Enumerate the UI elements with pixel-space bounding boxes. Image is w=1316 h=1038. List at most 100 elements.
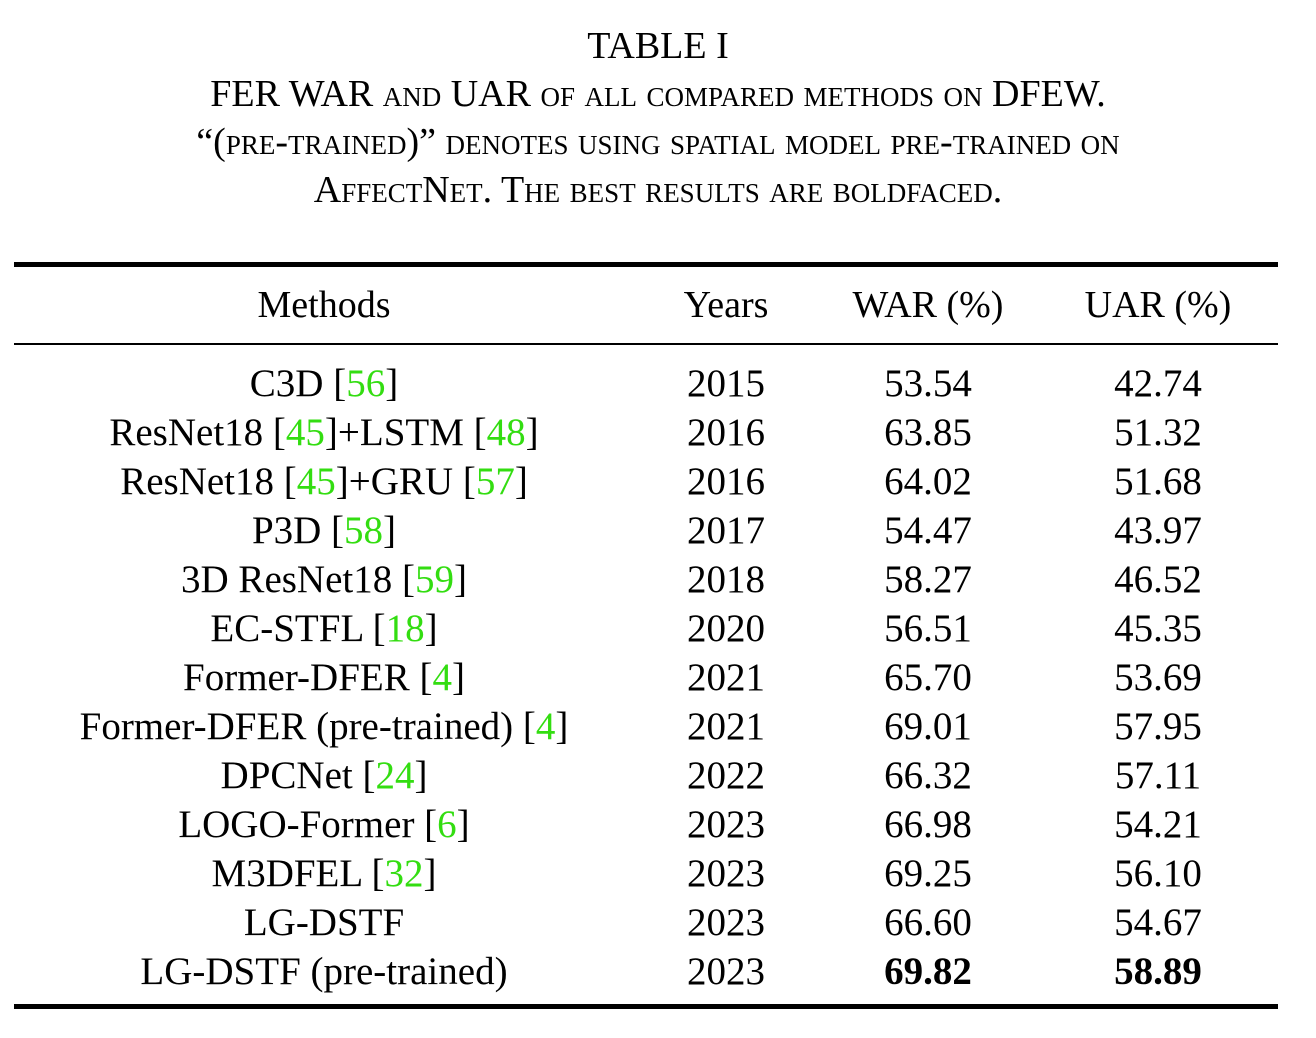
method-text: LOGO-Former [ bbox=[178, 803, 438, 846]
year-cell: 2023 bbox=[687, 950, 765, 993]
method-text: ] bbox=[423, 852, 437, 895]
method-text: ] bbox=[514, 460, 528, 503]
citation-link[interactable]: 58 bbox=[344, 509, 384, 552]
method-cell: C3D [56] bbox=[14, 345, 634, 408]
citation-link[interactable]: 4 bbox=[432, 656, 452, 699]
uar-cell: 54.67 bbox=[1114, 901, 1202, 944]
method-text: DPCNet [ bbox=[220, 754, 376, 797]
uar-cell: 51.68 bbox=[1114, 460, 1202, 503]
caption-text: . The best results are boldfaced. bbox=[482, 169, 1003, 211]
uar-cell: 58.89 bbox=[1114, 950, 1202, 993]
citation-link[interactable]: 59 bbox=[414, 558, 454, 601]
war-cell: 65.70 bbox=[884, 656, 972, 699]
citation-link[interactable]: 45 bbox=[285, 411, 325, 454]
results-table: Methods Years WAR (%) UAR (%) C3D [56] 20… bbox=[14, 262, 1278, 1009]
method-text: 3D ResNet18 [ bbox=[181, 558, 415, 601]
war-cell: 64.02 bbox=[884, 460, 972, 503]
war-cell: 66.32 bbox=[884, 754, 972, 797]
header-row: Methods Years WAR (%) UAR (%) bbox=[14, 267, 1278, 343]
war-cell: 66.98 bbox=[884, 803, 972, 846]
method-text: ] bbox=[525, 411, 539, 454]
comparison-table: Methods Years WAR (%) UAR (%) bbox=[14, 267, 1278, 343]
method-text: Former-DFER (pre-trained) [ bbox=[79, 705, 536, 748]
method-text: EC-STFL [ bbox=[210, 607, 386, 650]
caption-line-3: AffectNet. The best results are boldface… bbox=[0, 166, 1316, 214]
caption-text: FER WAR bbox=[210, 73, 383, 115]
method-cell: M3DFEL [32] bbox=[14, 849, 634, 898]
method-text: ] bbox=[453, 558, 467, 601]
method-cell: LG-DSTF (pre-trained) bbox=[14, 947, 634, 1004]
method-text: ] bbox=[555, 705, 569, 748]
war-cell: 53.54 bbox=[884, 362, 972, 405]
year-cell: 2023 bbox=[687, 803, 765, 846]
header-years: Years bbox=[683, 284, 769, 326]
uar-cell: 46.52 bbox=[1114, 558, 1202, 601]
table-row: DPCNet [24] 2022 66.32 57.11 bbox=[14, 751, 1278, 800]
caption-text: and bbox=[382, 73, 442, 115]
year-cell: 2023 bbox=[687, 901, 765, 944]
war-cell: 54.47 bbox=[884, 509, 972, 552]
table-label: TABLE I bbox=[587, 25, 729, 67]
table-caption: TABLE I FER WAR and UAR of all compared … bbox=[0, 22, 1316, 214]
table-row: Former-DFER (pre-trained) [4] 2021 69.01 57… bbox=[14, 702, 1278, 751]
method-text: ] bbox=[385, 362, 399, 405]
table-row: ResNet18 [45]+GRU [57] 2016 64.02 51.68 bbox=[14, 457, 1278, 506]
uar-cell: 45.35 bbox=[1114, 607, 1202, 650]
year-cell: 2016 bbox=[687, 411, 765, 454]
war-cell: 66.60 bbox=[884, 901, 972, 944]
header-war: WAR (%) bbox=[852, 284, 1004, 326]
table-row: EC-STFL [18] 2020 56.51 45.35 bbox=[14, 604, 1278, 653]
citation-link[interactable]: 4 bbox=[535, 705, 556, 748]
citation-link[interactable]: 18 bbox=[385, 607, 425, 650]
citation-link[interactable]: 48 bbox=[486, 411, 526, 454]
year-cell: 2015 bbox=[687, 362, 765, 405]
year-cell: 2020 bbox=[687, 607, 765, 650]
method-cell: 3D ResNet18 [59] bbox=[14, 555, 634, 604]
citation-link[interactable]: 57 bbox=[475, 460, 515, 503]
citation-link[interactable]: 32 bbox=[384, 852, 424, 895]
method-text: C3D [ bbox=[249, 362, 347, 405]
method-cell: ResNet18 [45]+GRU [57] bbox=[14, 457, 634, 506]
uar-cell: 42.74 bbox=[1114, 362, 1202, 405]
method-cell: Former-DFER (pre-trained) [4] bbox=[14, 702, 634, 751]
citation-link[interactable]: 56 bbox=[346, 362, 386, 405]
uar-cell: 43.97 bbox=[1114, 509, 1202, 552]
uar-cell: 51.32 bbox=[1114, 411, 1202, 454]
war-cell: 63.85 bbox=[884, 411, 972, 454]
method-cell: DPCNet [24] bbox=[14, 751, 634, 800]
method-cell: ResNet18 [45]+LSTM [48] bbox=[14, 408, 634, 457]
caption-line-2: “(pre-trained)” denotes using spatial mo… bbox=[0, 118, 1316, 166]
year-cell: 2021 bbox=[687, 705, 765, 748]
method-cell: EC-STFL [18] bbox=[14, 604, 634, 653]
year-cell: 2021 bbox=[687, 656, 765, 699]
caption-text: )” bbox=[406, 121, 437, 163]
caption-text: pre-trained bbox=[225, 121, 407, 163]
method-text: ResNet18 [ bbox=[109, 411, 286, 454]
uar-cell: 57.11 bbox=[1114, 754, 1202, 797]
year-cell: 2016 bbox=[687, 460, 765, 503]
year-cell: 2018 bbox=[687, 558, 765, 601]
uar-cell: 56.10 bbox=[1114, 852, 1202, 895]
method-text: ] bbox=[424, 607, 438, 650]
war-cell: 69.82 bbox=[884, 950, 972, 993]
header-methods: Methods bbox=[257, 284, 391, 326]
table-row: LG-DSTF (pre-trained) 2023 69.82 58.89 bbox=[14, 947, 1278, 1004]
method-cell: Former-DFER [4] bbox=[14, 653, 634, 702]
caption-text: of all compared methods on bbox=[540, 73, 983, 115]
caption-text: denotes using spatial model pre-trained … bbox=[436, 121, 1120, 163]
table-row: P3D [58] 2017 54.47 43.97 bbox=[14, 506, 1278, 555]
header-uar: UAR (%) bbox=[1084, 284, 1232, 326]
uar-cell: 53.69 bbox=[1114, 656, 1202, 699]
mid-rule bbox=[14, 343, 1278, 345]
method-text: M3DFEL [ bbox=[211, 852, 385, 895]
method-cell: LG-DSTF bbox=[14, 898, 634, 947]
method-text: ResNet18 [ bbox=[120, 460, 297, 503]
citation-link[interactable]: 45 bbox=[296, 460, 336, 503]
table-row: M3DFEL [32] 2023 69.25 56.10 bbox=[14, 849, 1278, 898]
citation-link[interactable]: 6 bbox=[437, 803, 457, 846]
war-cell: 56.51 bbox=[884, 607, 972, 650]
citation-link[interactable]: 24 bbox=[375, 754, 415, 797]
method-cell: P3D [58] bbox=[14, 506, 634, 555]
method-text: ] bbox=[451, 656, 465, 699]
method-cell: LOGO-Former [6] bbox=[14, 800, 634, 849]
